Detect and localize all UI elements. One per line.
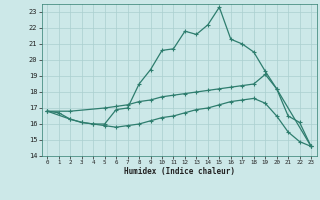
X-axis label: Humidex (Indice chaleur): Humidex (Indice chaleur) [124, 167, 235, 176]
